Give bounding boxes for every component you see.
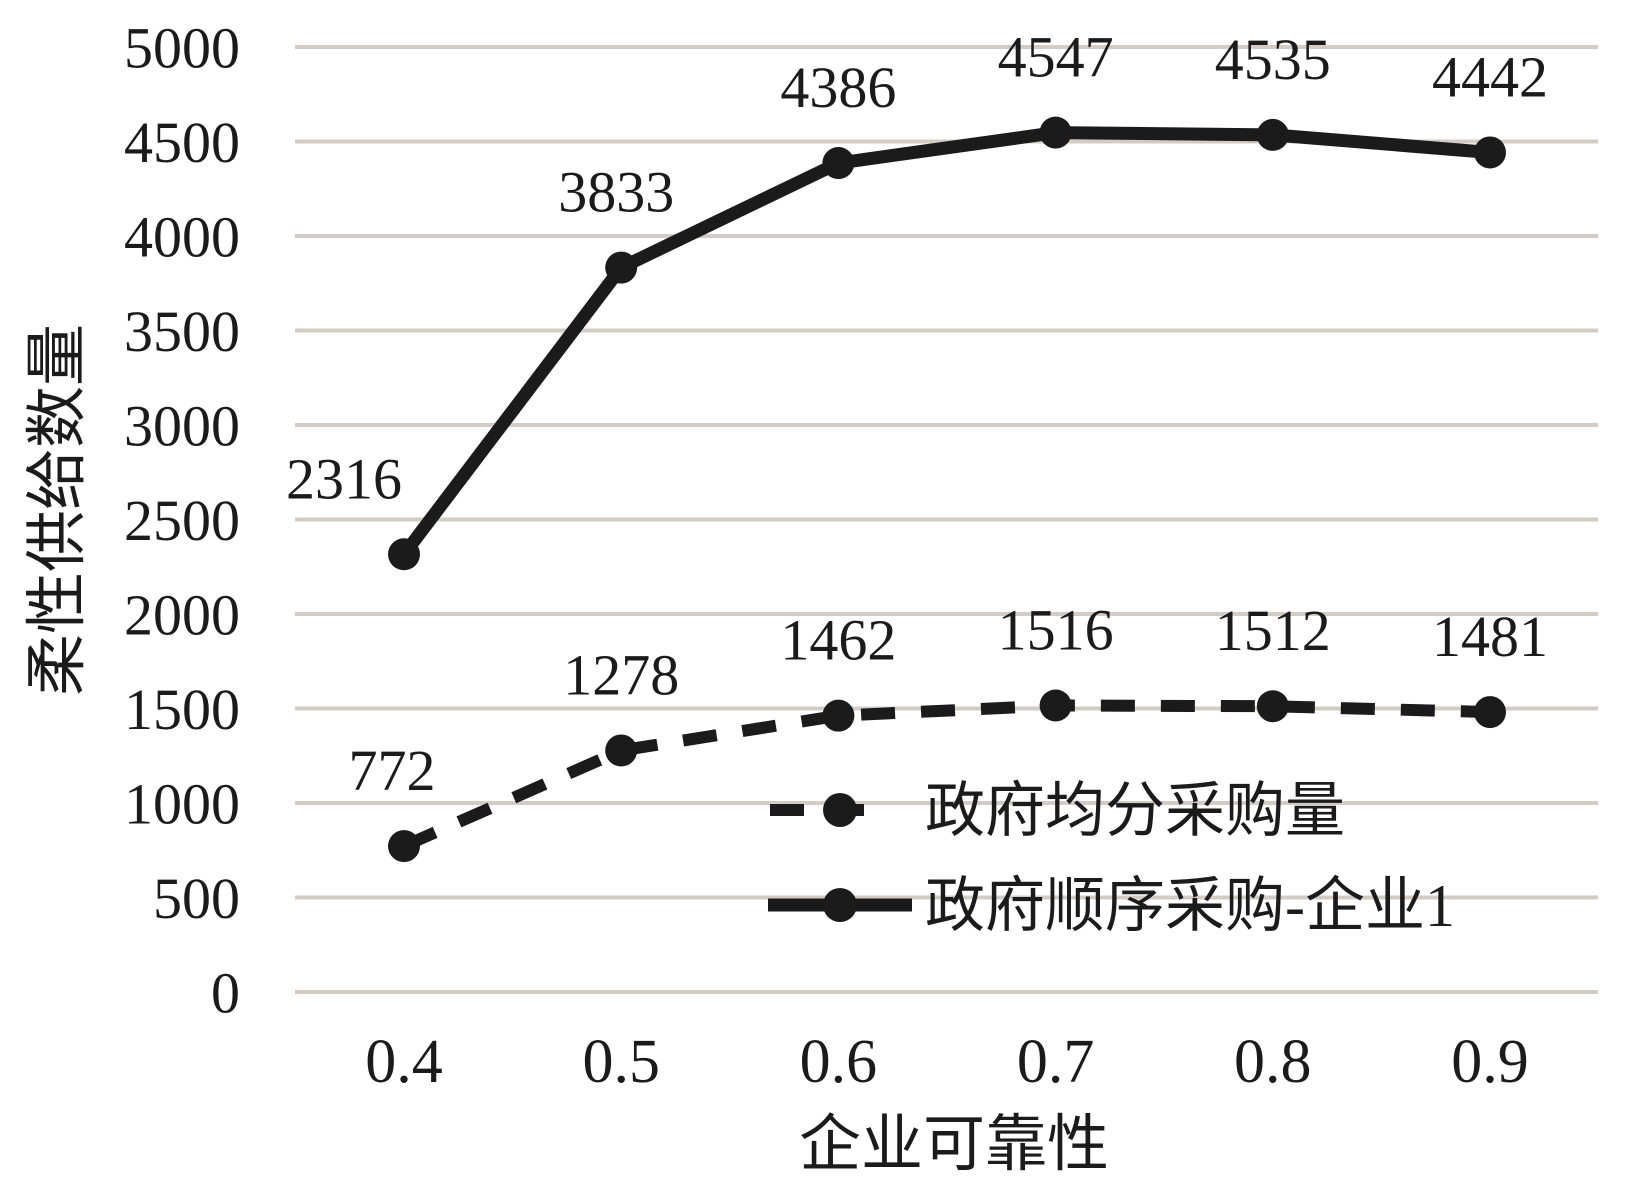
y-tick-label: 0 — [211, 960, 240, 1025]
data-point — [1474, 696, 1506, 729]
x-axis-tick-labels: 0.4 0.5 0.6 0.7 0.8 0.9 — [365, 1028, 1529, 1096]
series-line-solid — [398, 126, 1491, 559]
series-line-dashed — [401, 699, 1491, 852]
data-label: 1481 — [1432, 604, 1548, 669]
x-tick-label: 0.4 — [365, 1028, 443, 1096]
data-label: 772 — [349, 738, 436, 803]
legend-label-equal-purchase: 政府均分采购量 — [925, 778, 1345, 844]
x-tick-label: 0.7 — [1017, 1028, 1095, 1096]
y-tick-label: 1000 — [124, 771, 240, 836]
series-dashed: 772 1278 1462 1516 1512 1481 — [349, 597, 1548, 863]
data-point — [1256, 690, 1289, 723]
legend-label-sequential-purchase: 政府顺序采购-企业1 — [925, 873, 1455, 939]
legend-dashed-point-marker — [823, 793, 857, 827]
y-tick-label: 3500 — [124, 299, 240, 364]
y-tick-label: 3000 — [124, 393, 240, 458]
y-tick-label: 4500 — [124, 110, 240, 175]
data-point — [1039, 116, 1072, 149]
data-label: 2316 — [286, 446, 402, 511]
series-solid: 2316 3833 4386 4547 4535 4442 — [286, 25, 1548, 571]
y-tick-label: 500 — [153, 866, 240, 931]
data-label: 4442 — [1432, 44, 1548, 109]
y-axis-tick-labels: 0 500 1000 1500 2000 2500 3000 3500 4000 4500 5000 — [124, 15, 240, 1025]
data-label: 4547 — [998, 25, 1114, 90]
series-layer: 772 1278 1462 1516 1512 1481 2316 3833 4386 4547 4… — [286, 25, 1548, 863]
x-tick-label: 0.6 — [800, 1028, 878, 1096]
data-point — [822, 699, 855, 732]
data-label: 1512 — [1215, 598, 1331, 663]
data-point — [605, 251, 638, 284]
y-tick-label: 5000 — [124, 15, 240, 80]
data-label: 3833 — [558, 160, 674, 225]
x-tick-label: 0.8 — [1234, 1028, 1312, 1096]
x-tick-label: 0.9 — [1451, 1028, 1529, 1096]
data-label: 4386 — [780, 55, 896, 120]
y-tick-label: 2500 — [124, 488, 240, 553]
y-axis-title: 柔性供给数量 — [24, 324, 92, 696]
data-label: 1462 — [780, 608, 896, 673]
data-label: 1278 — [563, 642, 679, 707]
y-tick-label: 2000 — [124, 582, 240, 647]
data-point — [605, 734, 638, 767]
data-point — [1474, 136, 1506, 169]
data-label: 1516 — [998, 597, 1114, 662]
x-tick-label: 0.5 — [582, 1028, 660, 1096]
data-point — [388, 538, 420, 571]
x-axis-title: 企业可靠性 — [799, 1111, 1109, 1179]
data-point — [1256, 118, 1289, 151]
data-point — [388, 830, 420, 863]
legend: 政府均分采购量 政府顺序采购-企业1 — [768, 778, 1455, 939]
data-label: 4535 — [1215, 27, 1331, 92]
legend-solid-point-marker — [823, 888, 857, 922]
data-point — [822, 147, 855, 180]
data-point — [1039, 689, 1072, 722]
legend-item-sequential-purchase: 政府顺序采购-企业1 — [768, 873, 1455, 939]
y-tick-label: 4000 — [124, 204, 240, 269]
legend-item-equal-purchase: 政府均分采购量 — [770, 778, 1345, 844]
y-tick-label: 1500 — [124, 677, 240, 742]
